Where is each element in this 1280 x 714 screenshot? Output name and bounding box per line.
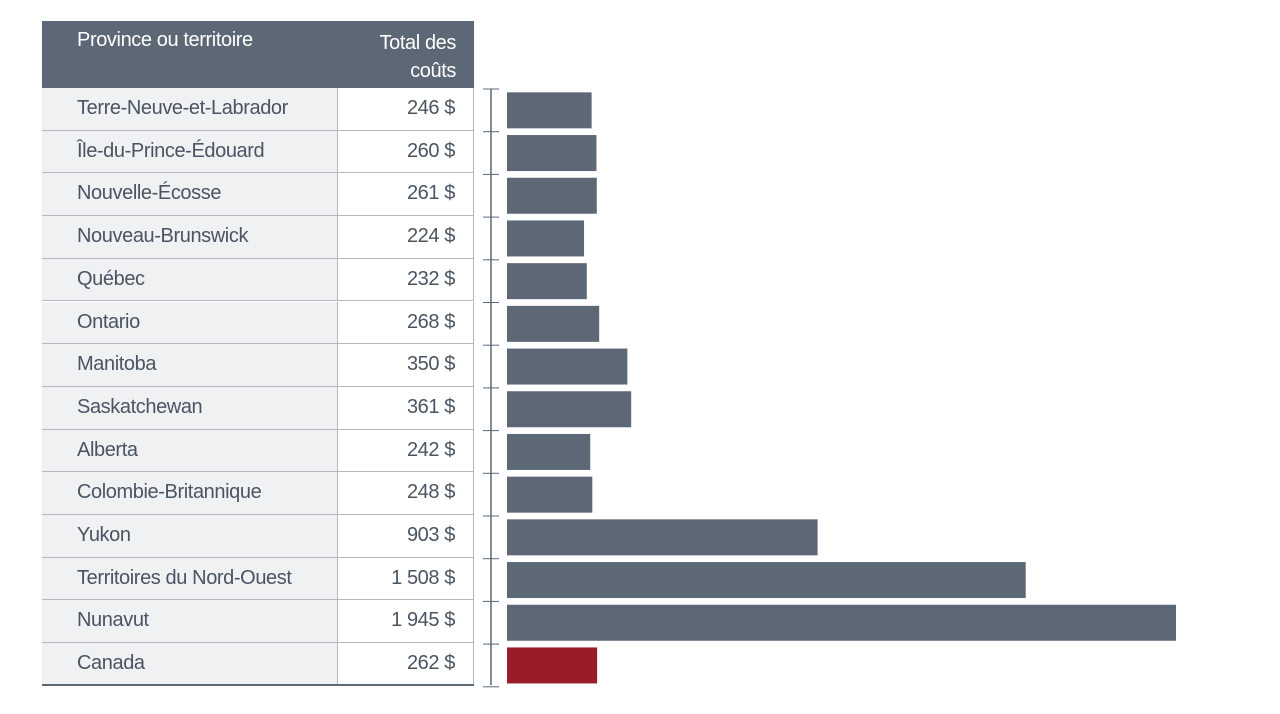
table-row: Québec 232 $ (42, 258, 474, 302)
province-name: Alberta (42, 429, 338, 472)
bar-13 (507, 647, 598, 684)
total-cost-value: 350 $ (338, 344, 474, 386)
bar-2 (507, 177, 597, 214)
total-cost-value: 1 508 $ (338, 557, 474, 600)
province-name: Saskatchewan (42, 386, 338, 429)
province-name: Territoires du Nord-Ouest (42, 557, 338, 600)
header-province: Province ou territoire (77, 29, 253, 51)
table-row: Alberta 242 $ (42, 429, 474, 473)
bar-6 (507, 348, 628, 385)
province-name: Île-du-Prince-Édouard (42, 130, 338, 173)
bar-12 (507, 604, 1176, 641)
total-cost-value: 261 $ (338, 173, 474, 216)
total-cost-value: 1 945 $ (338, 600, 474, 643)
province-name: Nouvelle-Écosse (42, 173, 338, 216)
table-row: Nouveau-Brunswick 224 $ (42, 216, 474, 259)
bar-11 (507, 562, 1026, 599)
province-name: Ontario (42, 301, 338, 344)
table-row: Île-du-Prince-Édouard 260 $ (42, 130, 474, 174)
bar-7 (507, 391, 632, 428)
bar-9 (507, 476, 593, 513)
total-cost-value: 224 $ (338, 216, 474, 258)
total-cost-value: 361 $ (338, 386, 474, 429)
total-cost-value: 248 $ (338, 472, 474, 514)
table-row: Saskatchewan 361 $ (42, 386, 474, 430)
bar-3 (507, 220, 585, 257)
table-row: Yukon 903 $ (42, 515, 474, 558)
bar-4 (507, 263, 587, 300)
province-name: Québec (42, 258, 338, 301)
bar-0 (507, 92, 592, 129)
total-cost-value: 268 $ (338, 301, 474, 344)
province-name: Yukon (42, 515, 338, 557)
province-name: Nouveau-Brunswick (42, 216, 338, 258)
table-row: Canada 262 $ (42, 643, 474, 686)
total-cost-value: 246 $ (338, 88, 474, 130)
table-row: Territoires du Nord-Ouest 1 508 $ (42, 557, 474, 601)
table-row: Ontario 268 $ (42, 301, 474, 345)
bar-1 (507, 135, 597, 172)
bar-5 (507, 305, 600, 342)
bar-8 (507, 433, 591, 470)
table-row: Nouvelle-Écosse 261 $ (42, 173, 474, 217)
bar-10 (507, 519, 818, 556)
table-row: Colombie-Britannique 248 $ (42, 472, 474, 515)
total-cost-value: 260 $ (338, 130, 474, 173)
table-row: Nunavut 1 945 $ (42, 600, 474, 644)
bar-chart (483, 88, 1176, 688)
province-name: Nunavut (42, 600, 338, 643)
province-name: Canada (42, 643, 338, 684)
total-cost-value: 903 $ (338, 515, 474, 557)
table-row: Manitoba 350 $ (42, 344, 474, 387)
total-cost-value: 242 $ (338, 429, 474, 472)
province-name: Terre-Neuve-et-Labrador (42, 88, 338, 130)
total-cost-value: 262 $ (338, 643, 474, 684)
table-header: Province ou territoire Total des coûts (42, 21, 474, 88)
table-row: Terre-Neuve-et-Labrador 246 $ (42, 88, 474, 131)
total-cost-value: 232 $ (338, 258, 474, 301)
province-name: Colombie-Britannique (42, 472, 338, 514)
province-name: Manitoba (42, 344, 338, 386)
header-total-costs: Total des coûts (379, 32, 457, 82)
